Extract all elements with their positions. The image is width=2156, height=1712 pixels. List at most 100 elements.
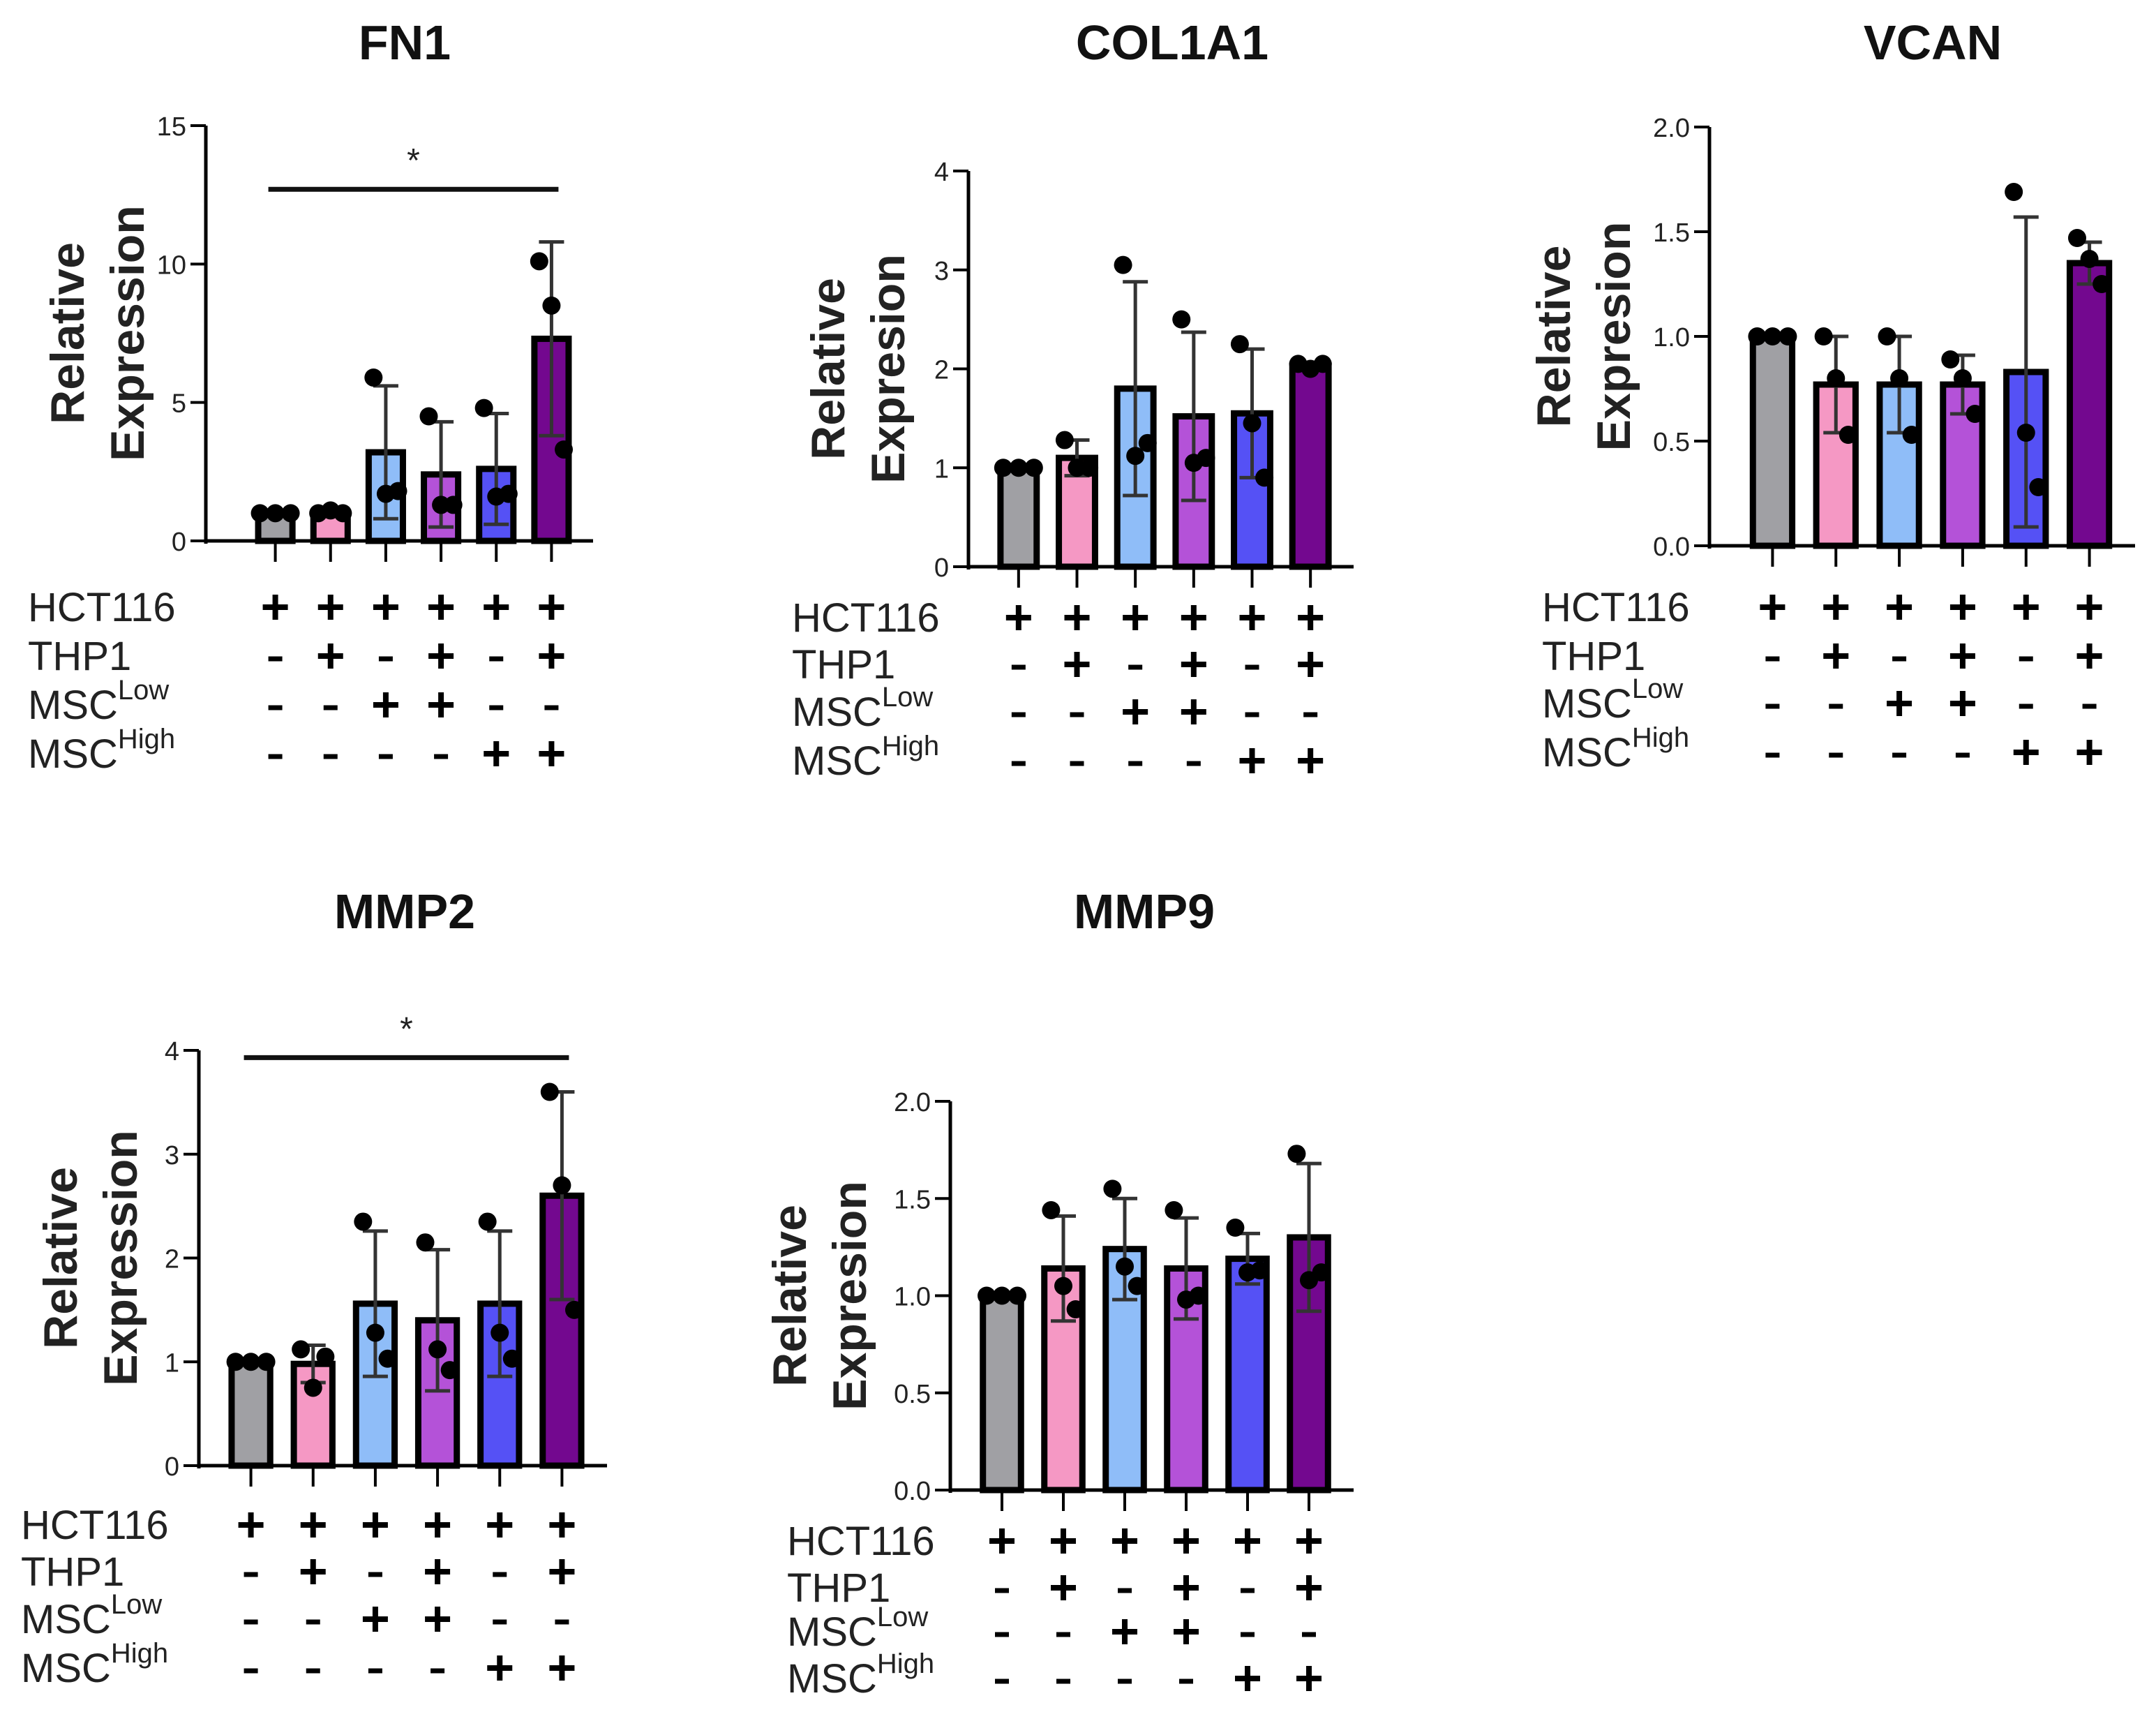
condition-name: MSC — [21, 1597, 111, 1642]
data-point — [281, 504, 300, 523]
y-axis-label: Expression — [94, 1130, 147, 1386]
data-point — [428, 1340, 447, 1359]
data-point — [250, 504, 269, 523]
data-point — [2093, 275, 2111, 293]
data-point — [354, 1212, 373, 1231]
bar — [228, 1358, 274, 1469]
data-point — [1255, 468, 1274, 487]
data-point — [364, 368, 383, 387]
condition-name: MSC — [792, 738, 882, 784]
significance-label: * — [407, 142, 420, 179]
data-point — [1172, 310, 1191, 329]
data-point — [1941, 350, 1960, 369]
condition-name: MSC — [1542, 730, 1632, 775]
condition-name: THP1 — [787, 1565, 890, 1611]
condition-label: HCT116 — [792, 595, 940, 641]
significance-label: * — [400, 1011, 413, 1048]
y-tick-label: 1.5 — [894, 1185, 931, 1214]
y-tick-label: 2.0 — [894, 1088, 931, 1117]
data-point — [292, 1340, 310, 1359]
data-point — [2029, 478, 2048, 496]
condition-name: THP1 — [21, 1549, 124, 1595]
condition-superscript: Low — [118, 675, 169, 706]
chart-panel-mmp9: MMP9 Relative Expresion 0.0 0.5 1.0 1.5 2.0 HCT1… — [763, 884, 1354, 1702]
condition-name: HCT116 — [28, 585, 176, 630]
data-point — [1138, 433, 1157, 452]
data-point — [1024, 459, 1043, 477]
data-point — [2016, 424, 2035, 442]
condition-label: MSCLow — [21, 1589, 162, 1642]
condition-label: MSCLow — [28, 675, 169, 728]
y-tick-label: 15 — [157, 112, 186, 142]
y-tick-label: 2.0 — [1653, 114, 1690, 143]
y-tick-label: 1.5 — [1653, 218, 1690, 248]
data-point — [440, 1361, 459, 1380]
data-point — [2005, 183, 2023, 201]
data-point — [555, 440, 574, 459]
bar — [1225, 1256, 1270, 1494]
data-point — [257, 1353, 276, 1371]
data-point — [542, 296, 561, 315]
data-point — [378, 1349, 397, 1368]
condition-name: THP1 — [792, 642, 895, 687]
condition-name: HCT116 — [787, 1519, 935, 1564]
data-point — [226, 1353, 245, 1371]
data-point — [389, 482, 407, 500]
condition-label: HCT116 — [787, 1519, 935, 1564]
data-point — [1103, 1179, 1122, 1198]
condition-name: HCT116 — [792, 595, 940, 641]
condition-label: THP1 — [792, 642, 895, 687]
y-axis-label: Relative — [34, 1167, 87, 1349]
condition-superscript: High — [111, 1638, 168, 1669]
condition-name: MSC — [792, 690, 882, 735]
y-tick-label: 2 — [165, 1245, 179, 1274]
condition-name: HCT116 — [1542, 585, 1690, 630]
y-tick-label: 1 — [934, 454, 949, 484]
data-point — [1243, 414, 1262, 433]
y-axis-label: Expresion — [1587, 222, 1640, 452]
y-tick-label: 3 — [165, 1141, 179, 1170]
condition-name: THP1 — [28, 634, 131, 679]
data-point — [478, 1212, 497, 1231]
data-point — [334, 504, 352, 523]
data-point — [419, 407, 438, 426]
data-point — [416, 1233, 435, 1252]
condition-label: THP1 — [21, 1549, 124, 1595]
data-point — [1226, 1219, 1245, 1237]
y-tick-label: 0 — [165, 1452, 179, 1482]
condition-superscript: High — [118, 724, 175, 754]
chart-title: MMP9 — [1074, 884, 1215, 939]
data-point — [1054, 1276, 1072, 1295]
data-point — [1009, 459, 1028, 477]
y-tick-label: 4 — [934, 158, 949, 187]
data-point — [502, 1349, 521, 1368]
data-point — [994, 459, 1012, 477]
data-point — [316, 1347, 335, 1366]
bar — [2066, 260, 2113, 549]
chart-panel-vcan: VCAN Relative Expresion 0.0 0.5 1.0 1.5 2.0 HCT1… — [1527, 15, 2135, 775]
data-point — [1165, 1200, 1183, 1219]
condition-superscript: Low — [882, 682, 933, 713]
y-tick-label: 10 — [157, 251, 186, 280]
condition-name: MSC — [787, 1609, 877, 1655]
bar — [1289, 362, 1332, 570]
condition-label: THP1 — [1542, 634, 1645, 679]
data-point — [1966, 405, 1984, 423]
data-point — [499, 484, 518, 503]
y-axis-label: Expresion — [862, 254, 915, 484]
data-point — [1312, 1263, 1331, 1282]
y-tick-label: 0.0 — [894, 1477, 931, 1506]
condition-label: MSCHigh — [787, 1648, 934, 1702]
data-point — [1814, 327, 1833, 345]
data-point — [491, 1323, 509, 1342]
condition-label: MSCLow — [792, 682, 933, 735]
y-tick-label: 1 — [165, 1348, 179, 1378]
data-point — [1128, 1276, 1146, 1295]
condition-name: MSC — [787, 1656, 877, 1702]
data-point — [1839, 426, 1857, 444]
chart-title: COL1A1 — [1076, 15, 1268, 70]
condition-superscript: High — [882, 731, 939, 761]
data-point — [1250, 1261, 1269, 1280]
